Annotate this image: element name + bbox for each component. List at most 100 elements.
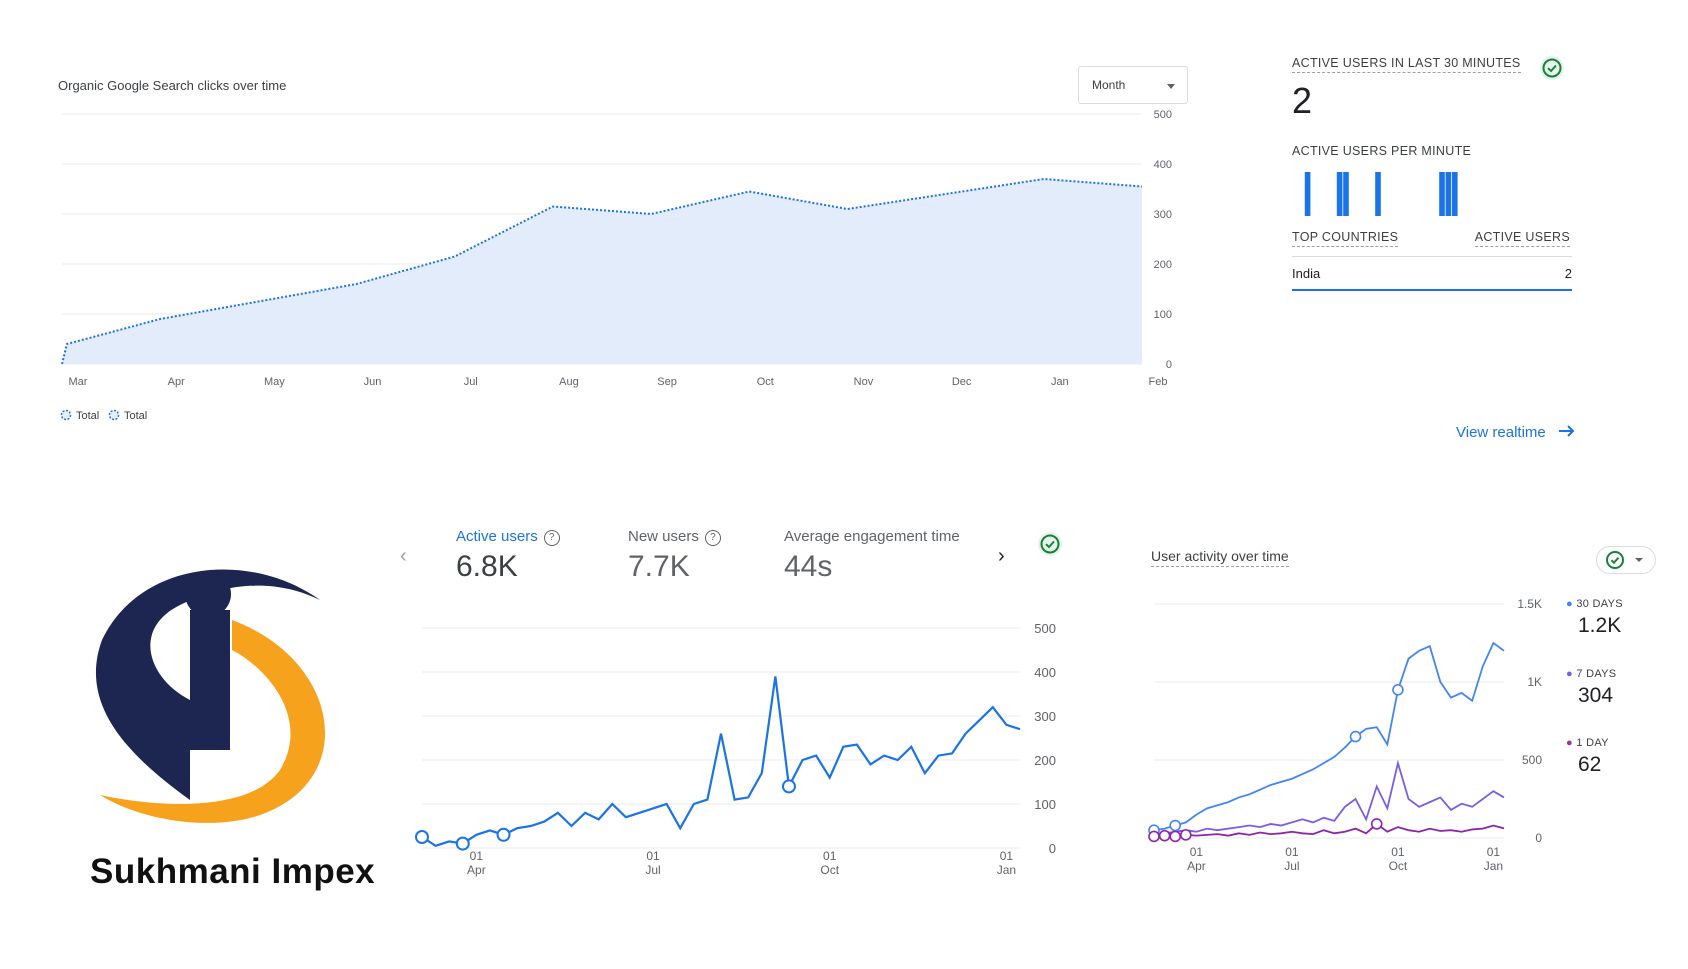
active-users-header-label: ACTIVE USERS [1474,230,1570,247]
metric-tab-new-users[interactable]: New users? [628,528,721,546]
metric-value: 44s [784,550,833,583]
per-minute-label: ACTIVE USERS PER MINUTE [1292,144,1472,158]
check-circle-icon[interactable] [1538,54,1566,82]
brand-name: Sukhmani Impex [90,852,376,891]
x-tick-label: Jul [464,376,478,388]
x-tick-label: Nov [854,376,874,388]
legend-label: 30 DAYS [1576,598,1623,610]
x-tick-day: 01 [470,849,484,863]
x-tick-day: 01 [1000,849,1014,863]
period-select-value: Month [1092,78,1126,92]
x-tick-month: Jan [997,863,1016,877]
next-metric-button[interactable]: › [998,545,1005,567]
legend-dot: ● [1566,598,1573,610]
series-line [1153,822,1505,838]
x-tick-month: Jul [1284,859,1299,873]
x-tick-label: May [264,376,285,388]
y-tick-label: 100 [1154,309,1172,321]
view-realtime-label: View realtime [1456,424,1546,441]
annotation-marker [496,827,511,842]
legend-marker [108,409,120,421]
x-tick-day: 01 [1285,845,1299,859]
x-tick-label: Dec [952,376,972,388]
sukhmani-impex-logo [95,569,326,823]
legend-label: 7 DAYS [1576,668,1617,680]
x-tick-month: Jan [1484,859,1503,873]
legend-label: Total [124,410,147,422]
x-tick-day: 01 [1487,845,1501,859]
series-line [1153,641,1505,832]
y-tick-label: 400 [1034,665,1056,680]
annotation-marker [415,830,429,844]
annotation-marker [1349,730,1362,743]
per-minute-bar [1452,172,1458,216]
view-realtime-link[interactable]: View realtime [1456,424,1576,441]
country-name: India [1292,266,1321,281]
period-select[interactable]: Month [1078,66,1188,104]
x-tick-label: Jan [1051,376,1069,388]
clicks-chart: 0 100 200 300 400 500 Mar Apr May Jun Jul Aug Sep Oct… [60,109,1172,422]
per-minute-bar [1343,172,1349,216]
metric-label: New users [628,528,699,545]
check-circle-icon[interactable] [1036,530,1064,558]
check-circle-icon [1606,551,1643,569]
metric-tab-active-users[interactable]: Active users? [456,528,560,546]
x-tick-day: 01 [1190,845,1204,859]
help-icon[interactable]: ? [704,530,721,546]
series-area [62,179,1142,364]
annotation-marker [1158,829,1171,842]
legend-value: 304 [1578,684,1614,707]
y-tick-label: 500 [1034,621,1056,636]
compare-select[interactable] [1596,546,1656,574]
legend-label: Total [76,410,99,422]
active-users-line [421,676,1021,848]
chevron-down-icon [1167,84,1175,89]
metric-tab-engagement-time[interactable]: Average engagement time [784,528,960,545]
realtime-value: 2 [1292,80,1313,121]
x-tick-label: Sep [657,376,677,388]
annotation-marker [1169,819,1182,832]
y-tick-label: 500 [1154,109,1172,121]
legend-dot: ● [1566,668,1573,680]
annotation-marker [455,836,470,851]
annotation-marker [1148,830,1160,843]
user-activity-title[interactable]: User activity over time [1151,548,1289,567]
x-tick-month: Apr [467,863,486,877]
x-tick-label: Apr [168,376,185,388]
x-tick-label: Aug [559,376,579,388]
metric-value: 6.8K [456,550,518,583]
x-tick-day: 01 [823,849,837,863]
x-tick-day: 01 [1391,845,1405,859]
prev-metric-button[interactable]: ‹ [400,545,407,567]
x-tick-month: Apr [1187,859,1206,873]
annotation-marker [1392,684,1404,696]
active-users-header[interactable]: ACTIVE USERS [1470,230,1570,247]
series-line [1153,759,1505,836]
per-minute-bar [1336,172,1343,216]
y-tick-label: 200 [1034,753,1056,768]
country-count: 2 [1564,266,1572,281]
y-tick-label: 200 [1154,259,1172,271]
annotation-marker [1370,818,1383,830]
per-minute-bar [1304,172,1311,216]
realtime-title[interactable]: ACTIVE USERS IN LAST 30 MINUTES [1292,56,1521,73]
country-row[interactable]: India 2 [1292,256,1572,291]
x-tick-day: 01 [646,849,660,863]
help-icon[interactable]: ? [543,530,560,546]
series-line [61,177,1143,365]
legend-30-days: ● 30 DAYS 1.2K [1566,598,1623,638]
y-tick-label: 300 [1034,709,1056,724]
metric-label: Active users [456,528,538,545]
top-countries-header[interactable]: TOP COUNTRIES [1292,230,1399,247]
y-tick-label: 500 [1522,753,1542,767]
y-tick-label: 300 [1154,209,1172,221]
y-tick-label: 0 [1166,359,1172,371]
x-tick-label: Mar [69,376,88,388]
x-tick-label: Feb [1149,376,1168,388]
y-tick-label: 0 [1049,841,1056,856]
legend-value: 1.2K [1578,614,1622,637]
x-tick-month: Jul [645,863,660,877]
clicks-chart-title: Organic Google Search clicks over time [58,78,287,93]
